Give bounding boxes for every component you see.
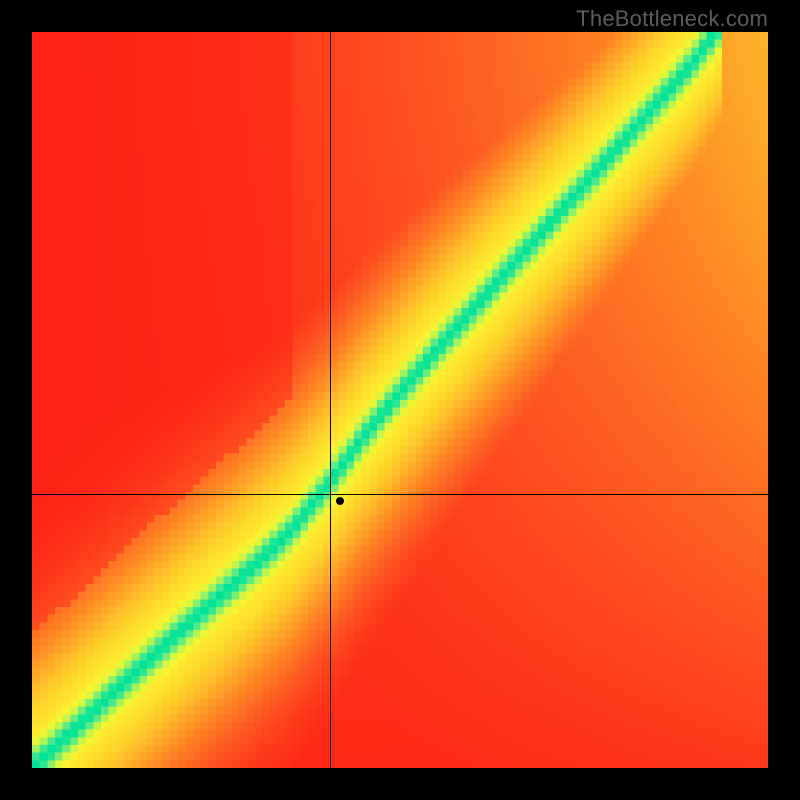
crosshair-horizontal [32,494,768,495]
bottleneck-heatmap [32,32,768,768]
crosshair-vertical [330,32,331,768]
chart-frame: TheBottleneck.com [0,0,800,800]
watermark-text: TheBottleneck.com [576,6,768,32]
selected-point-marker [336,497,344,505]
